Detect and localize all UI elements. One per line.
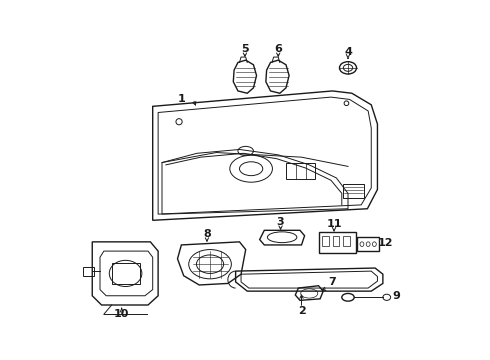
Text: 9: 9 <box>392 291 400 301</box>
Text: 3: 3 <box>277 217 284 227</box>
Text: 2: 2 <box>297 306 305 316</box>
Text: 12: 12 <box>377 238 393 248</box>
Text: 11: 11 <box>326 219 342 229</box>
Text: 8: 8 <box>203 229 211 239</box>
Text: 10: 10 <box>114 309 129 319</box>
Text: 5: 5 <box>241 44 249 54</box>
Text: 4: 4 <box>344 48 352 58</box>
Text: 1: 1 <box>177 94 185 104</box>
Text: 6: 6 <box>274 44 282 54</box>
Text: 7: 7 <box>329 277 336 287</box>
